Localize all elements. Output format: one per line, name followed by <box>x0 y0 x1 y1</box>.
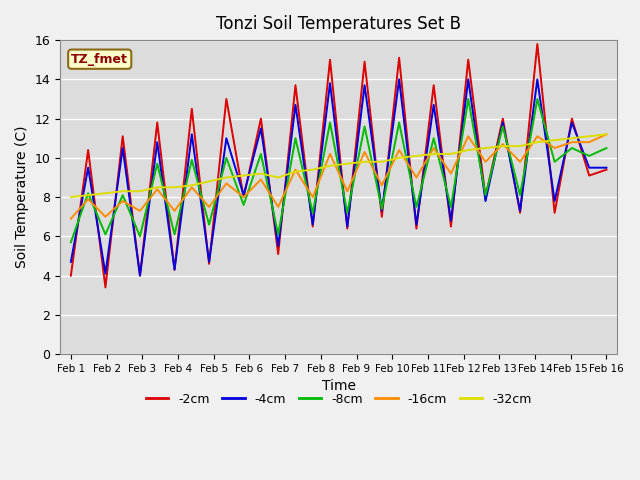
X-axis label: Time: Time <box>322 379 356 394</box>
Title: Tonzi Soil Temperatures Set B: Tonzi Soil Temperatures Set B <box>216 15 461 33</box>
Y-axis label: Soil Temperature (C): Soil Temperature (C) <box>15 126 29 268</box>
Legend: -2cm, -4cm, -8cm, -16cm, -32cm: -2cm, -4cm, -8cm, -16cm, -32cm <box>141 388 536 411</box>
Text: TZ_fmet: TZ_fmet <box>71 53 128 66</box>
